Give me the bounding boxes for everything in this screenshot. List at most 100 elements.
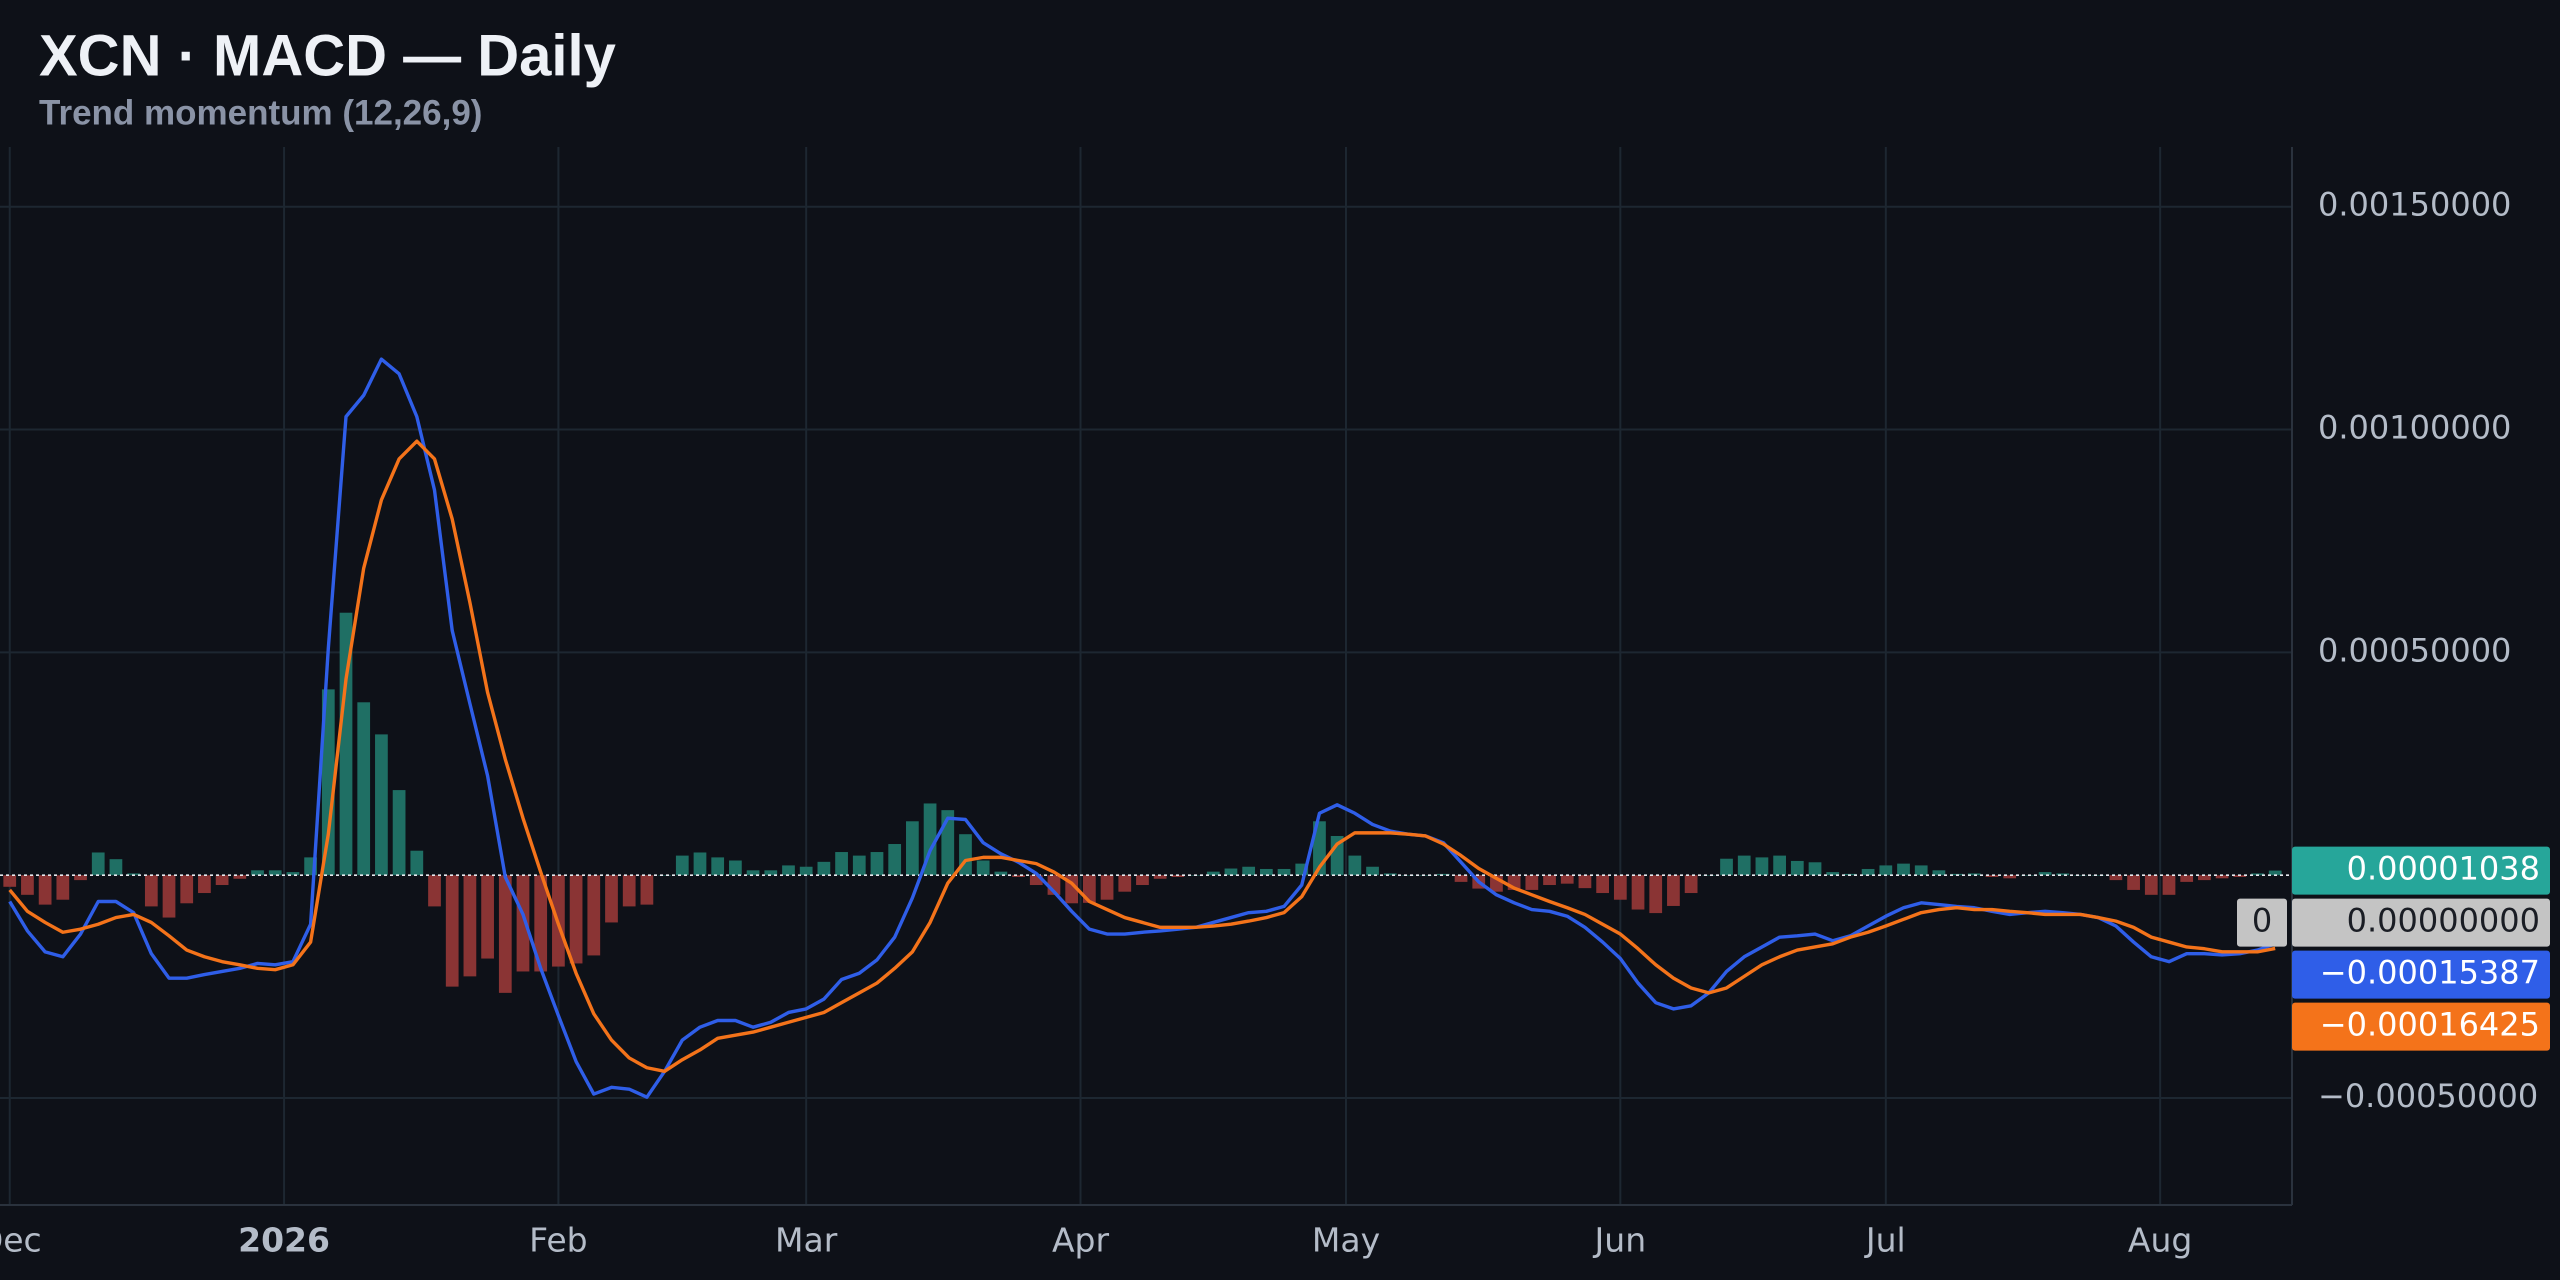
histogram-bar bbox=[817, 861, 831, 876]
histogram-bar bbox=[835, 852, 848, 876]
histogram-bar bbox=[392, 790, 406, 876]
histogram-bar bbox=[1029, 875, 1043, 886]
histogram-bar bbox=[1242, 866, 1256, 876]
histogram-bar bbox=[569, 875, 583, 964]
badges: 0.00001038 0 0.00000000 −0.00015387 −0.00016… bbox=[2237, 846, 2550, 1051]
histogram-bar bbox=[215, 875, 229, 886]
histogram-bar bbox=[799, 866, 813, 876]
histogram-bar bbox=[56, 875, 70, 900]
histogram-bar bbox=[321, 689, 335, 876]
x-tick-label: Feb bbox=[529, 1221, 587, 1260]
histogram-bar bbox=[1543, 875, 1556, 886]
histogram-bar bbox=[1773, 855, 1786, 876]
histogram-bar bbox=[1985, 875, 1999, 877]
histogram-bar bbox=[2251, 873, 2264, 876]
histogram-bar bbox=[746, 870, 760, 876]
histogram-bar bbox=[1879, 865, 1893, 876]
histogram-bar bbox=[1613, 875, 1627, 900]
histogram-bar bbox=[622, 875, 636, 907]
histogram-bar bbox=[2091, 875, 2105, 876]
histogram-bar bbox=[1737, 855, 1751, 876]
histogram-bar bbox=[2233, 875, 2247, 877]
histogram-bar bbox=[1525, 875, 1539, 890]
y-tick-label: 0.00150000 bbox=[2318, 186, 2511, 224]
histogram-bar bbox=[782, 865, 795, 876]
x-tick-label: May bbox=[1312, 1221, 1380, 1260]
histogram-bar bbox=[268, 870, 282, 876]
histogram-badge bbox=[2292, 846, 2550, 895]
zero-badge-label: 0.00000000 bbox=[2347, 902, 2540, 940]
y-tick-label: −0.00050000 bbox=[2318, 1077, 2538, 1115]
histogram-bar bbox=[906, 821, 919, 876]
histogram-bar bbox=[1702, 875, 1716, 876]
x-tick-label: Mar bbox=[775, 1221, 838, 1260]
histogram-bar bbox=[2003, 875, 2017, 879]
histogram-bar bbox=[2056, 873, 2070, 876]
histogram-bar bbox=[1383, 873, 1397, 876]
histogram-bar bbox=[1419, 875, 1433, 876]
histogram-bar bbox=[357, 702, 371, 876]
histogram-bar bbox=[2268, 870, 2282, 876]
histogram-bar bbox=[1012, 875, 1025, 877]
histogram-bar bbox=[233, 875, 247, 879]
chart-subtitle: Trend momentum (12,26,9) bbox=[39, 93, 482, 132]
series-badge bbox=[2292, 950, 2550, 999]
histogram-bar bbox=[1118, 875, 1132, 892]
histogram-bar bbox=[729, 860, 742, 876]
histogram-bar bbox=[2180, 875, 2194, 882]
y-tick-label: 0.00100000 bbox=[2318, 409, 2511, 447]
zero-badge bbox=[2292, 898, 2550, 947]
histogram-bar bbox=[870, 852, 884, 876]
histogram-bar bbox=[1171, 875, 1185, 877]
plot-area bbox=[0, 357, 2292, 1099]
histogram-bar bbox=[1897, 863, 1910, 876]
grid bbox=[0, 147, 2292, 1205]
histogram-bar bbox=[693, 852, 707, 876]
histogram-bar bbox=[1153, 875, 1167, 879]
histogram-bar bbox=[428, 875, 441, 907]
histogram-bar bbox=[658, 875, 671, 876]
histogram-bar bbox=[1206, 871, 1220, 876]
histogram-bar bbox=[109, 859, 123, 876]
series-badge-label: −0.00015387 bbox=[2320, 954, 2540, 992]
histogram-bar bbox=[481, 875, 494, 959]
histogram-bar bbox=[21, 875, 34, 895]
histogram-bar bbox=[2109, 875, 2123, 881]
histogram-bar bbox=[2127, 875, 2140, 890]
histogram-bar bbox=[1790, 860, 1804, 876]
histogram-bar bbox=[180, 875, 194, 904]
histogram-bar bbox=[38, 875, 52, 905]
x-tick-label: Dec bbox=[0, 1221, 42, 1260]
histogram-bar bbox=[711, 857, 725, 876]
histogram-bar bbox=[1667, 875, 1680, 906]
histogram-bar bbox=[675, 855, 689, 876]
histogram-bar bbox=[286, 872, 300, 876]
histogram-bar bbox=[516, 875, 530, 972]
x-tick-label: Apr bbox=[1052, 1221, 1110, 1260]
histogram-bar bbox=[127, 873, 140, 876]
series-badge bbox=[2292, 1002, 2550, 1051]
histogram-bar bbox=[994, 871, 1008, 876]
histogram-bar bbox=[959, 834, 972, 876]
histogram-bar bbox=[1631, 875, 1645, 910]
histogram-bar bbox=[1277, 868, 1291, 876]
series-badge-label: −0.00016425 bbox=[2320, 1006, 2540, 1044]
histogram-bar bbox=[2021, 875, 2034, 876]
histogram-bar bbox=[1224, 868, 1238, 876]
histogram-bar bbox=[1401, 875, 1415, 876]
histogram-bar bbox=[410, 850, 424, 876]
histogram-bar bbox=[251, 870, 264, 876]
histogram-bar bbox=[1967, 873, 1981, 876]
axes: 0.00150000 0.00100000 0.00050000 −0.0005000… bbox=[0, 186, 2538, 1260]
histogram-bar bbox=[2038, 872, 2052, 876]
histogram-bar bbox=[2162, 875, 2176, 895]
histogram-bar bbox=[1436, 873, 1450, 876]
y-tick-label: 0.00050000 bbox=[2318, 631, 2511, 669]
histogram-bar bbox=[445, 875, 459, 987]
histogram-bar bbox=[198, 875, 211, 894]
histogram-bar bbox=[74, 875, 87, 881]
histogram-bar bbox=[1861, 868, 1875, 876]
histogram-bar bbox=[144, 875, 158, 907]
line-series bbox=[8, 357, 2276, 1099]
histogram-bar bbox=[1649, 875, 1663, 914]
